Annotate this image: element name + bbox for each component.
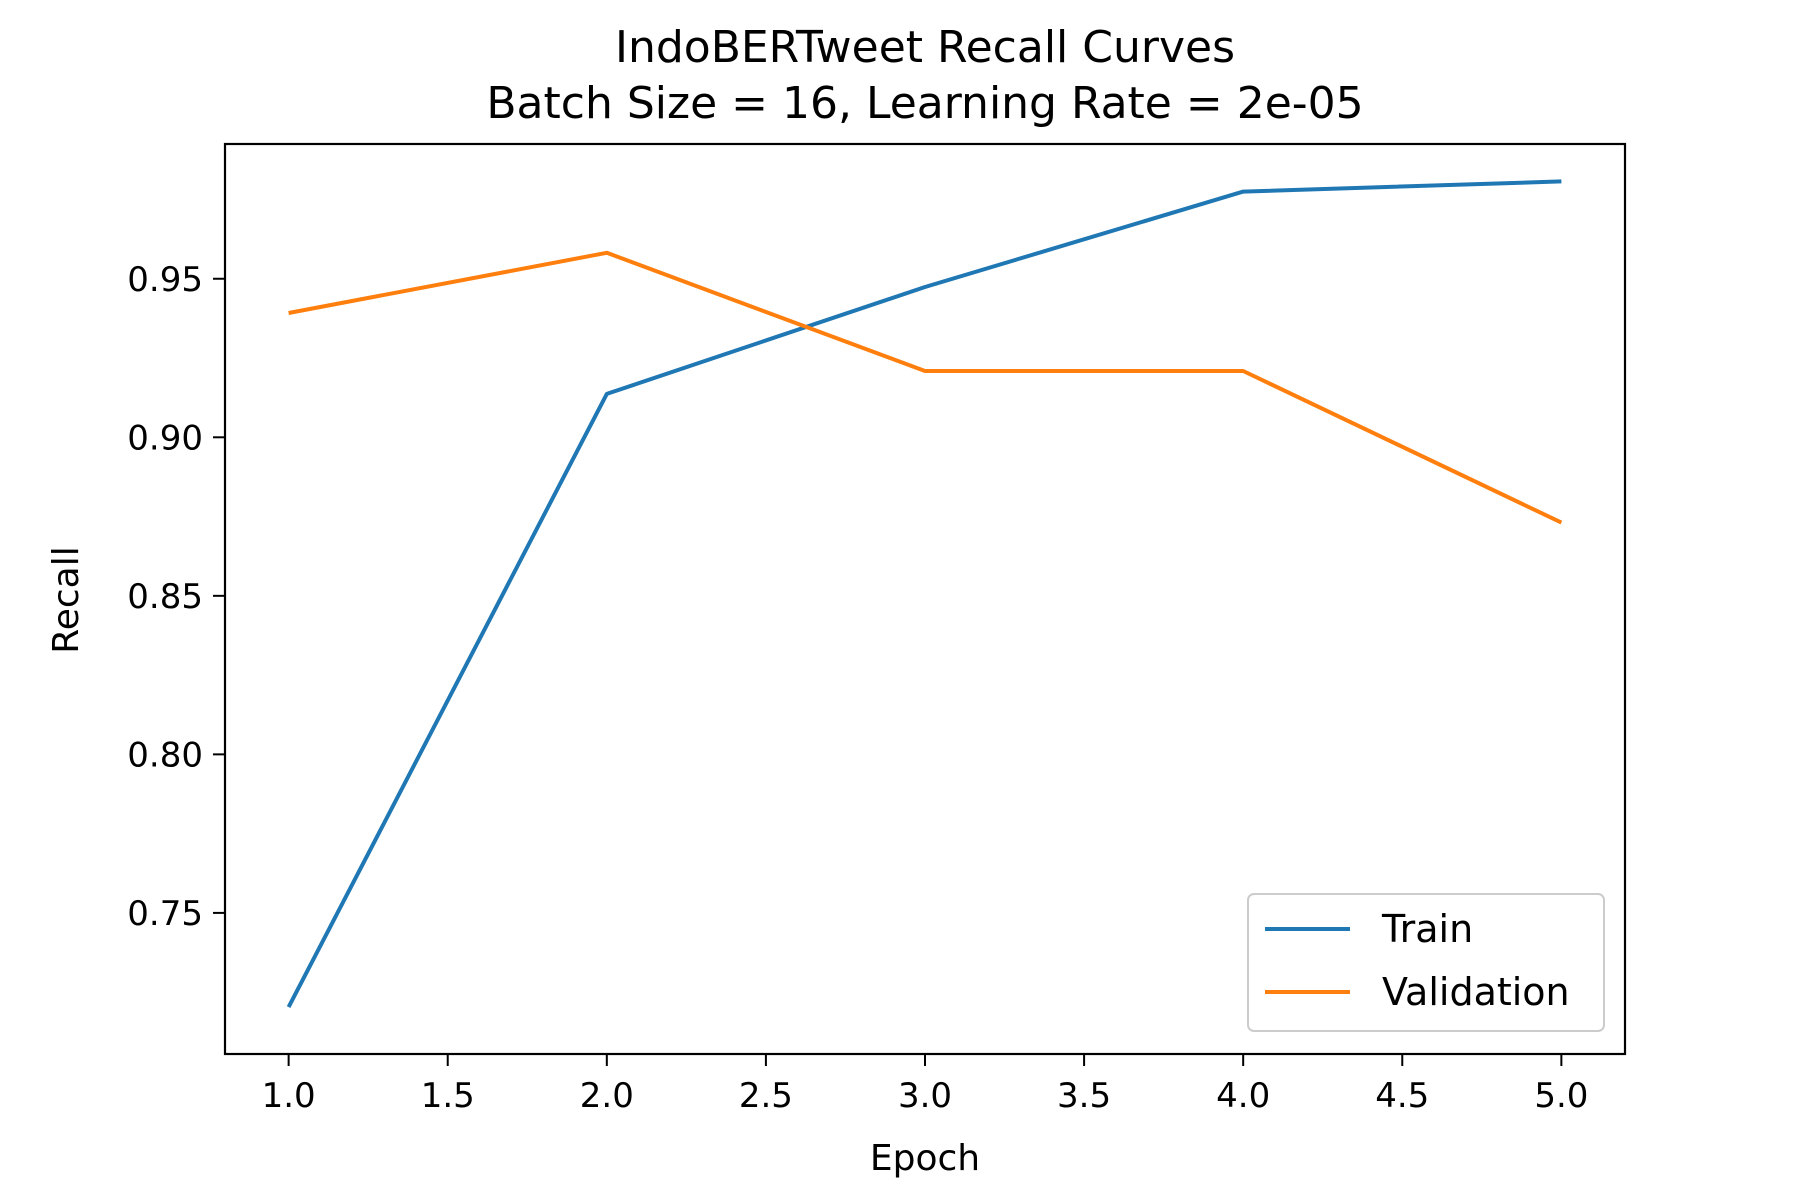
legend-label-validation: Validation [1382,970,1570,1014]
series-line-train [286,179,1562,1009]
y-tick-label: 0.90 [127,418,203,458]
x-tick-label: 3.0 [898,1076,952,1116]
legend-label-train: Train [1381,907,1473,951]
x-axis-title: Epoch [870,1138,980,1179]
x-tick-label: 1.0 [262,1076,316,1116]
y-tick-label: 0.75 [127,894,203,934]
series-line-validation [288,250,1563,525]
x-tick-label: 5.0 [1534,1076,1588,1116]
x-tick-label: 4.0 [1216,1076,1270,1116]
x-tick-label: 4.5 [1375,1076,1429,1116]
y-tick-label: 0.85 [127,577,203,617]
y-axis-title: Recall [46,546,87,653]
legend: Train Validation [1247,893,1605,1032]
x-tick-label: 3.5 [1057,1076,1111,1116]
y-axis-ticks: 0.75 0.80 0.85 0.90 0.95 [127,260,225,934]
y-tick-label: 0.80 [127,735,203,775]
x-axis-ticks: 1.0 1.5 2.0 2.5 3.0 3.5 4.0 4.5 5.0 [262,1054,1588,1116]
chart-title: IndoBERTweet Recall Curves [615,22,1235,73]
series-lines [286,179,1563,1009]
x-tick-label: 2.5 [739,1076,793,1116]
x-tick-label: 2.0 [580,1076,634,1116]
chart-subtitle: Batch Size = 16, Learning Rate = 2e-05 [486,78,1363,129]
y-tick-label: 0.95 [127,260,203,300]
x-tick-label: 1.5 [421,1076,475,1116]
